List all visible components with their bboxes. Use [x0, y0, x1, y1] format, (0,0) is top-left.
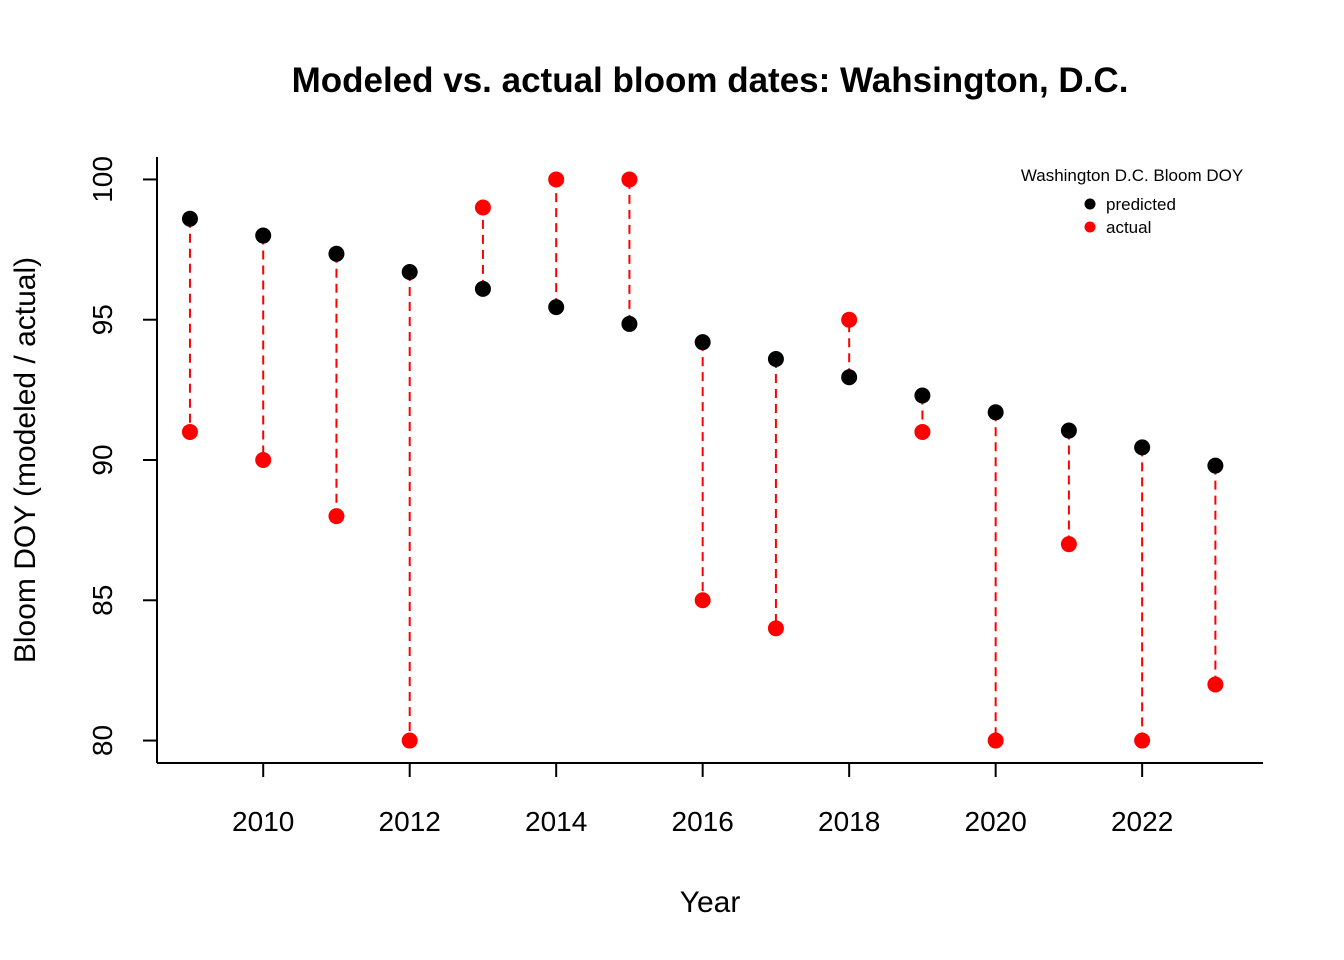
predicted-point [914, 387, 931, 404]
actual-point [401, 732, 418, 749]
actual-point [914, 423, 931, 440]
actual-point [621, 171, 638, 188]
chart-title: Modeled vs. actual bloom dates: Wahsingt… [292, 61, 1129, 100]
predicted-point [694, 334, 711, 351]
y-axis-title: Bloom DOY (modeled / actual) [9, 257, 42, 663]
predicted-point [767, 351, 784, 367]
predicted-point [181, 210, 198, 227]
x-axis-title: Year [680, 886, 741, 919]
x-tick-label: 2010 [232, 806, 294, 837]
predicted-point [474, 280, 491, 297]
x-tick-label: 2020 [965, 806, 1027, 837]
predicted-point [255, 227, 272, 244]
y-tick-label: 85 [87, 585, 118, 616]
actual-point [767, 620, 784, 637]
actual-point [841, 311, 858, 328]
connector-lines [188, 179, 1217, 741]
actual-point [255, 452, 272, 468]
legend-marker-predicted [1084, 198, 1096, 210]
predicted-point [328, 245, 345, 262]
legend-item-predicted: predicted [1084, 195, 1176, 214]
legend: Washington D.C. Bloom DOY predicted actu… [1021, 166, 1243, 237]
actual-point [694, 592, 711, 609]
actual-point [474, 199, 491, 216]
predicted-point [548, 299, 565, 316]
y-tick-label: 95 [87, 304, 118, 335]
x-tick-label: 2018 [818, 806, 880, 837]
y-tick-label: 100 [87, 156, 118, 203]
actual-point [328, 508, 345, 525]
x-tick-label: 2014 [525, 806, 587, 837]
actual-point [1060, 536, 1077, 553]
x-tick-label: 2016 [672, 806, 734, 837]
predicted-point [1060, 422, 1077, 439]
predicted-point [401, 264, 418, 281]
predicted-point [987, 404, 1004, 421]
actual-point [987, 732, 1004, 749]
legend-label-actual: actual [1106, 218, 1151, 237]
actual-point [1207, 676, 1224, 693]
x-ticks: 2010 2012 2014 2016 2018 2020 2022 [232, 763, 1173, 837]
legend-title: Washington D.C. Bloom DOY [1021, 166, 1243, 185]
actual-point [181, 423, 198, 440]
actual-point [1134, 732, 1151, 749]
y-ticks: 80 85 90 95 100 [87, 156, 157, 756]
predicted-point [841, 369, 858, 386]
legend-label-predicted: predicted [1106, 195, 1176, 214]
predicted-point [1207, 457, 1224, 474]
y-tick-label: 80 [87, 725, 118, 756]
x-tick-label: 2022 [1111, 806, 1173, 837]
actual-point [548, 171, 565, 188]
predicted-point [1134, 439, 1151, 456]
legend-marker-actual [1084, 221, 1096, 233]
predicted-point [621, 315, 638, 332]
y-tick-label: 90 [87, 444, 118, 475]
legend-item-actual: actual [1084, 218, 1151, 237]
x-tick-label: 2012 [379, 806, 441, 837]
data-points [181, 171, 1224, 749]
plot-area: 2010 2012 2014 2016 2018 2020 2022 80 85 90 95 100 [87, 156, 1263, 837]
